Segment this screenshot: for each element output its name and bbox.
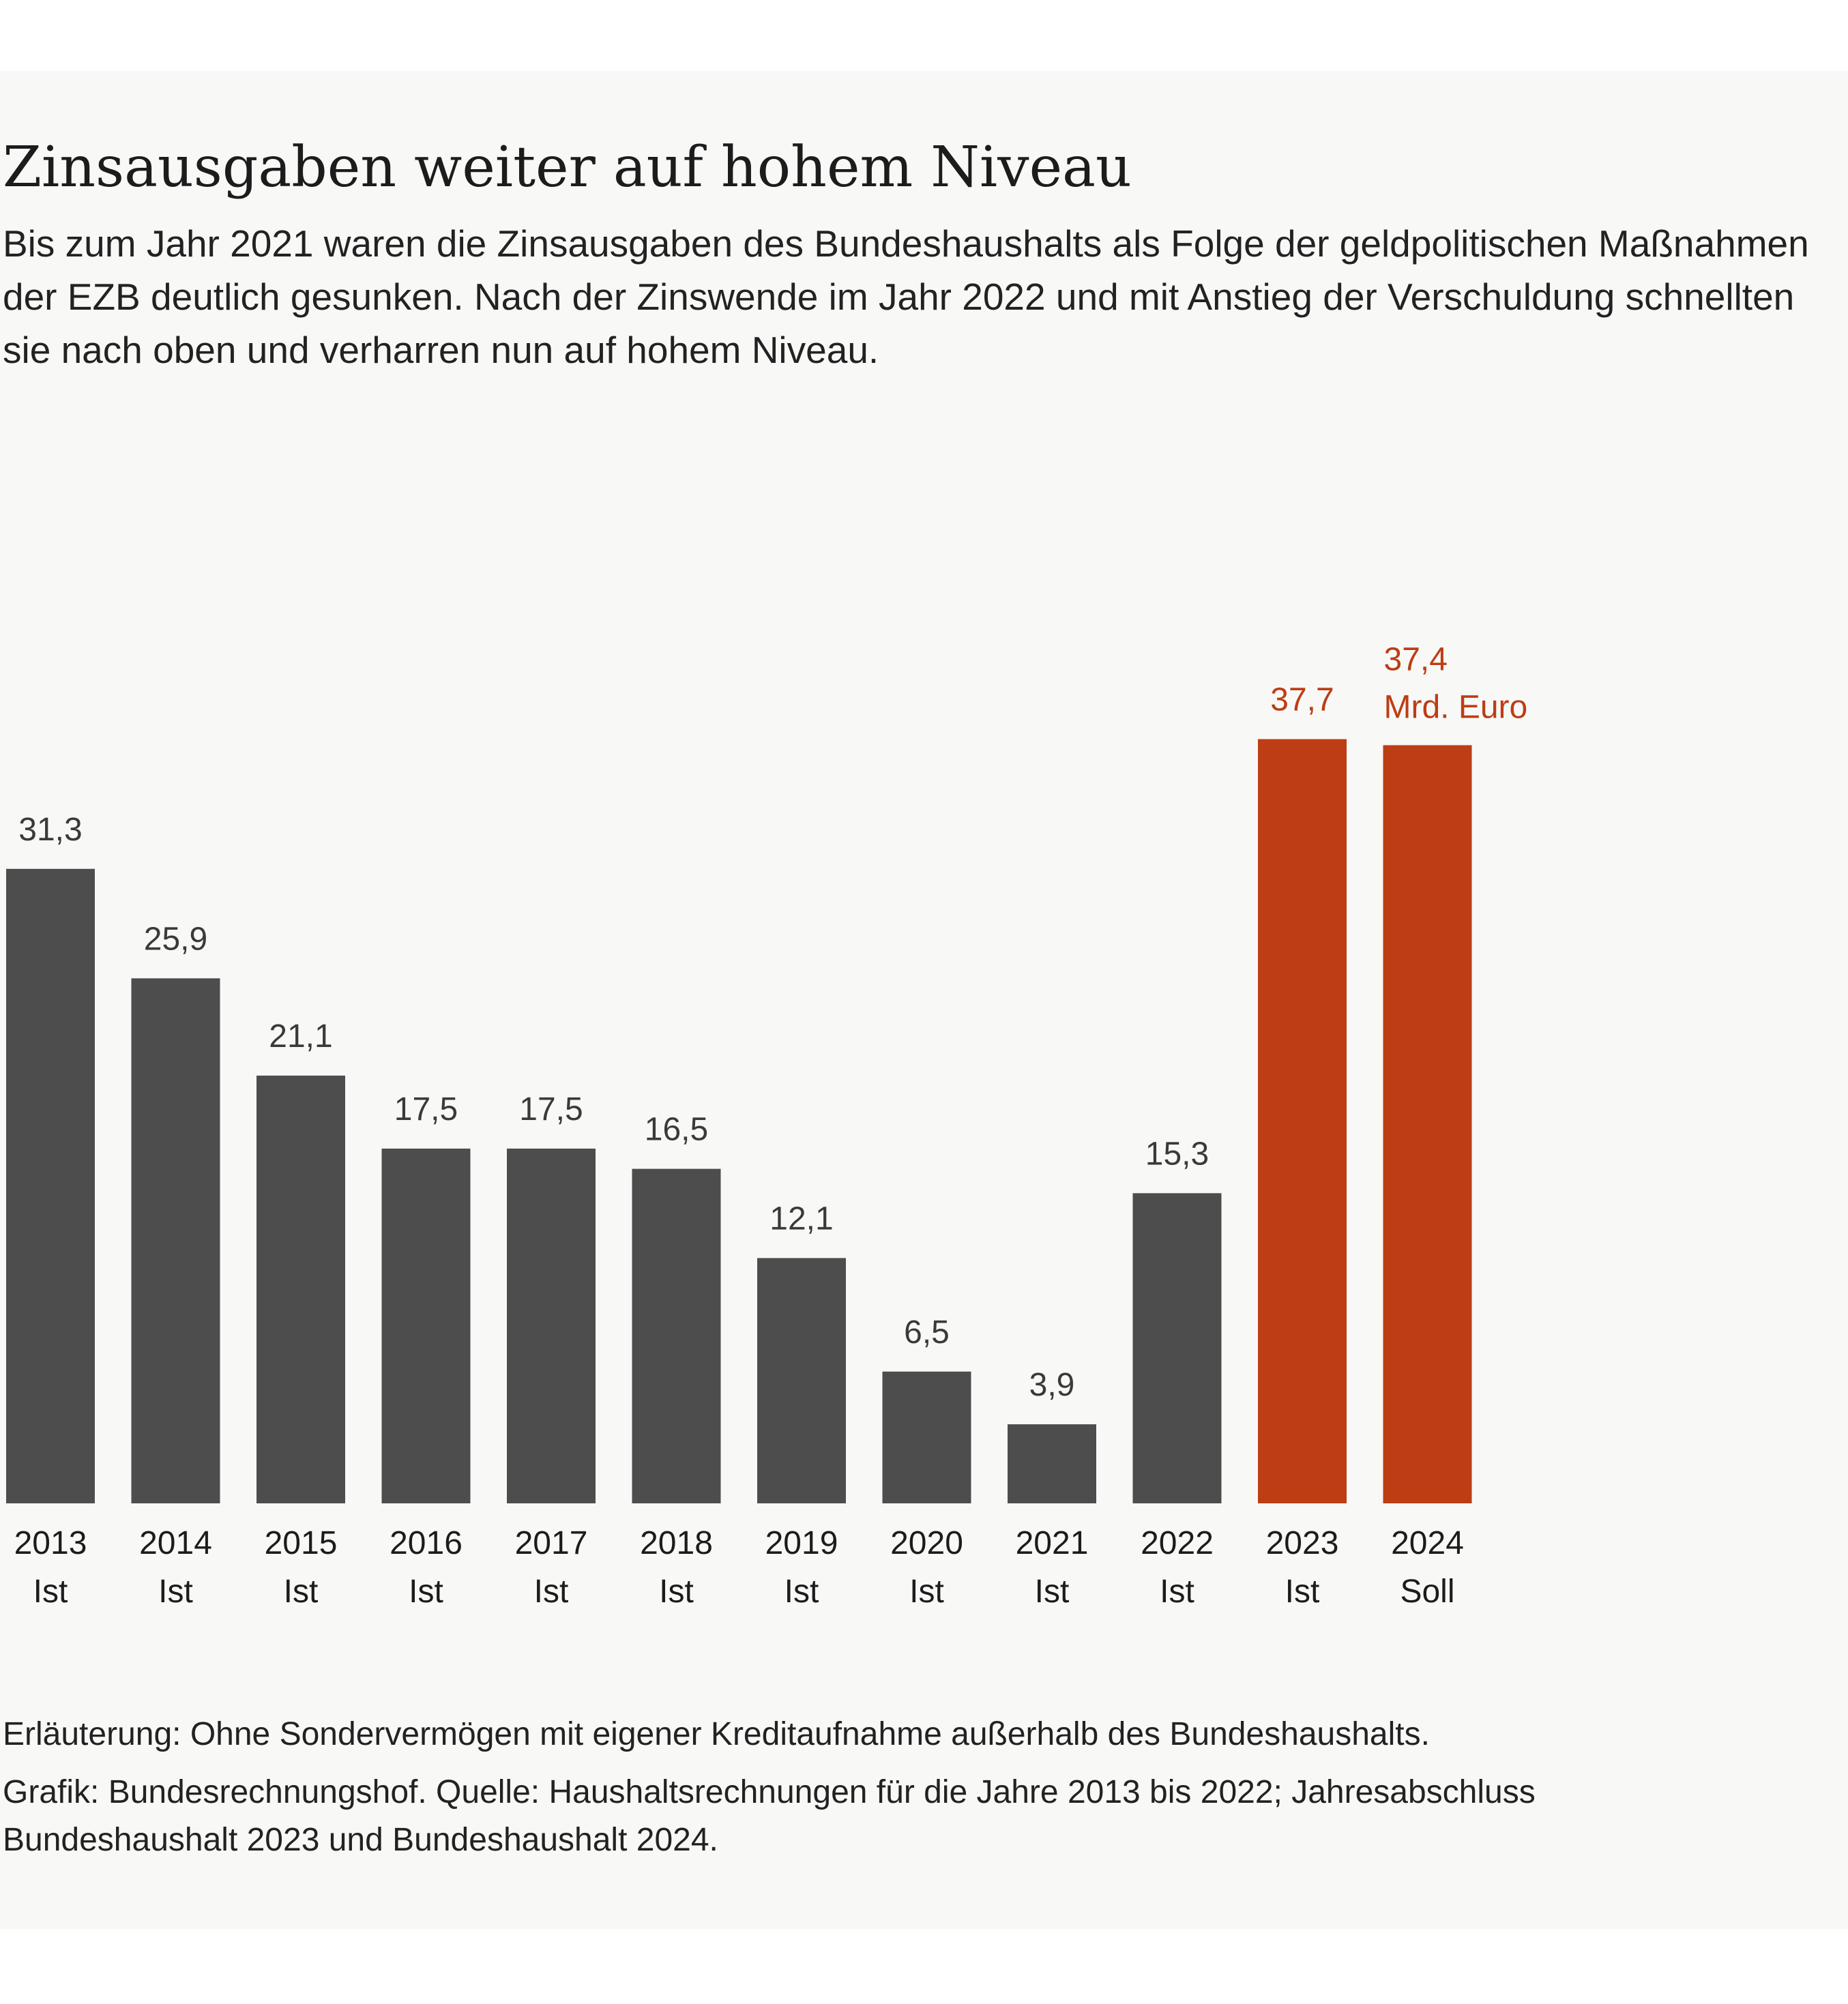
value-label-2021: 3,9 (1029, 1367, 1075, 1403)
value-label-2019: 12,1 (769, 1200, 833, 1237)
bar-2021 (1008, 1424, 1096, 1503)
value-label-2014: 25,9 (144, 921, 207, 957)
x-tick-label-2019: 2019 (765, 1525, 838, 1561)
value-label-2013: 31,3 (18, 812, 82, 848)
x-tick-sublabel-2015: Ist (284, 1574, 319, 1610)
footnote: Erläuterung: Ohne Sondervermögen mit eig… (3, 1716, 1430, 1752)
bar-2015 (256, 1075, 345, 1503)
x-tick-sublabel-2016: Ist (409, 1574, 443, 1610)
x-tick-sublabel-2021: Ist (1035, 1574, 1070, 1610)
unit-label: Mrd. Euro (1384, 690, 1528, 726)
x-tick-label-2014: 2014 (139, 1525, 212, 1561)
x-tick-label-2015: 2015 (265, 1525, 338, 1561)
x-tick-label-2022: 2022 (1141, 1525, 1214, 1561)
bar-2013 (6, 868, 95, 1503)
chart-subtitle: Bis zum Jahr 2021 waren die Zinsausgaben… (3, 222, 1809, 371)
value-label-2018: 16,5 (645, 1112, 708, 1148)
x-tick-sublabel-2023: Ist (1285, 1574, 1320, 1610)
bar-2020 (882, 1371, 971, 1503)
source-credit: Grafik: Bundesrechnungshof. Quelle: Haus… (3, 1774, 1536, 1858)
x-tick-label-2023: 2023 (1266, 1525, 1339, 1561)
x-tick-sublabel-2022: Ist (1160, 1574, 1194, 1610)
bar-chart: 31,3 2013 Ist 25,9 2014 Ist 21,1 2015 Ist 17,5 201… (6, 642, 1528, 1610)
value-label-2015: 21,1 (269, 1018, 332, 1055)
bar-2018 (632, 1168, 721, 1503)
chart-panel (0, 71, 1848, 1929)
x-tick-sublabel-2024: Soll (1400, 1574, 1454, 1610)
bar-2014 (131, 978, 220, 1503)
value-label-2023: 37,7 (1270, 682, 1334, 718)
x-tick-sublabel-2013: Ist (33, 1574, 68, 1610)
x-tick-label-2016: 2016 (390, 1525, 463, 1561)
bar-2016 (381, 1148, 471, 1503)
value-label-2022: 15,3 (1145, 1136, 1209, 1172)
x-tick-sublabel-2020: Ist (909, 1574, 944, 1610)
x-tick-label-2024: 2024 (1391, 1525, 1464, 1561)
x-tick-label-2018: 2018 (640, 1525, 713, 1561)
x-tick-sublabel-2014: Ist (158, 1574, 193, 1610)
value-label-2016: 17,5 (394, 1091, 458, 1128)
x-tick-label-2017: 2017 (515, 1525, 588, 1561)
value-label-2020: 6,5 (904, 1314, 950, 1351)
bar-2019 (757, 1258, 846, 1503)
x-tick-label-2013: 2013 (14, 1525, 87, 1561)
value-label-2024: 37,4 (1384, 642, 1448, 678)
value-label-2017: 17,5 (519, 1091, 583, 1128)
bar-2023 (1258, 739, 1347, 1503)
bar-2022 (1132, 1193, 1222, 1503)
x-tick-sublabel-2018: Ist (659, 1574, 694, 1610)
bar-2017 (507, 1148, 596, 1503)
x-tick-sublabel-2017: Ist (534, 1574, 569, 1610)
x-tick-sublabel-2019: Ist (784, 1574, 819, 1610)
x-tick-label-2021: 2021 (1016, 1525, 1089, 1561)
x-tick-label-2020: 2020 (890, 1525, 963, 1561)
bar-2024 (1383, 745, 1472, 1503)
chart-title: Zinsausgaben weiter auf hohem Niveau (3, 135, 1132, 200)
